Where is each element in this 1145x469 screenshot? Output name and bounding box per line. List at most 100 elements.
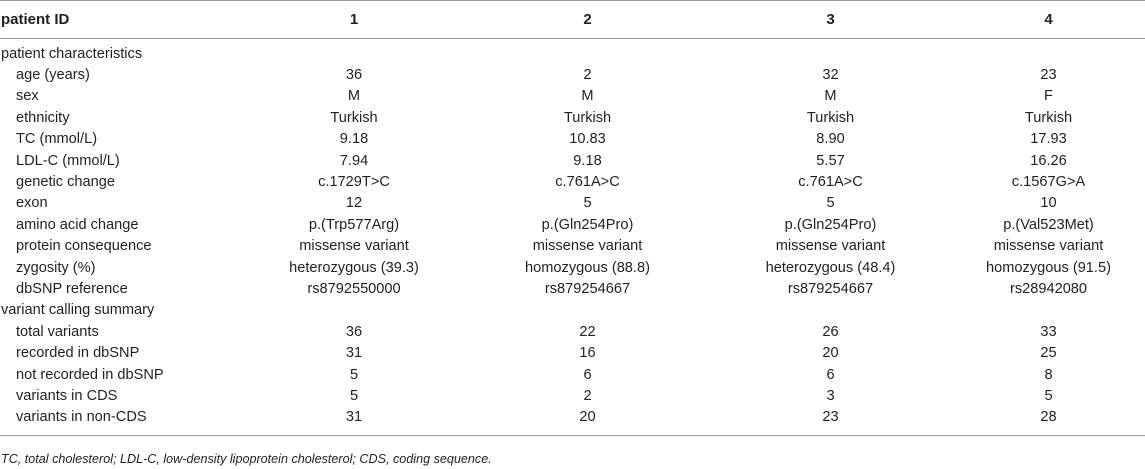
row-label: total variants xyxy=(16,323,99,340)
table-cell: c.761A>C xyxy=(555,174,620,191)
table-cell: heterozygous (39.3) xyxy=(289,259,419,276)
row-label: variants in non-CDS xyxy=(0,406,242,436)
table-cell: 5.57 xyxy=(816,152,845,169)
table-cell: 16.26 xyxy=(1030,152,1067,169)
table-cell: 36 xyxy=(345,67,363,84)
table-cell: 36 xyxy=(345,323,363,340)
table-cell: 2 xyxy=(583,387,592,404)
table-cell: Turkish xyxy=(806,109,855,126)
section-title: variant calling summary xyxy=(1,302,155,319)
row-label: sex xyxy=(16,88,39,105)
table-cell: heterozygous (48.4) xyxy=(765,259,896,276)
table-cell: 23 xyxy=(1040,67,1057,84)
row-label: protein consequence xyxy=(16,238,152,255)
table-cell: 9.18 xyxy=(573,152,602,169)
table-cell: M xyxy=(824,88,837,105)
table-cell: c.761A>C xyxy=(798,174,863,191)
table-row: TC (mmol/L) 9.18 10.83 8.90 17.93 xyxy=(0,129,1145,150)
table-cell: 2 xyxy=(583,67,592,84)
table-row: dbSNP reference rs8792550000 rs879254667… xyxy=(0,278,1145,299)
table-cell: rs28942080 xyxy=(1009,280,1088,297)
table-row: age (years) 36 2 32 23 xyxy=(0,64,1145,85)
table-cell: 12 xyxy=(345,195,363,212)
table-cell: 20 xyxy=(466,406,709,436)
table-cell: 10 xyxy=(1040,195,1057,212)
table-cell: 17.93 xyxy=(1030,131,1067,148)
table-cell: 23 xyxy=(709,406,952,436)
table-cell: 5 xyxy=(349,387,359,404)
row-label: ethnicity xyxy=(16,109,70,126)
table-cell: 26 xyxy=(822,323,839,340)
table-cell: 7.94 xyxy=(339,152,369,169)
table-row: not recorded in dbSNP 5 6 6 8 xyxy=(0,364,1145,385)
row-label: TC (mmol/L) xyxy=(16,131,98,148)
table-row: variants in non-CDS 31 20 23 28 xyxy=(0,406,1145,436)
table-row: exon 12 5 5 10 xyxy=(0,193,1145,214)
row-label: genetic change xyxy=(16,174,115,191)
row-label: not recorded in dbSNP xyxy=(16,366,164,383)
table-row: amino acid change p.(Trp577Arg) p.(Gln25… xyxy=(0,214,1145,235)
table-cell: p.(Gln254Pro) xyxy=(784,216,877,233)
table-cell: 28 xyxy=(952,406,1145,436)
table-cell: 31 xyxy=(345,345,363,362)
table-cell: 8 xyxy=(1044,366,1053,383)
table-cell: c.1567G>A xyxy=(1011,174,1086,191)
table-cell: missense variant xyxy=(775,238,886,255)
table-row: LDL-C (mmol/L) 7.94 9.18 5.57 16.26 xyxy=(0,150,1145,171)
row-label: amino acid change xyxy=(16,216,139,233)
row-label: dbSNP reference xyxy=(16,280,128,297)
table-cell: missense variant xyxy=(532,238,643,255)
table-row: genetic change c.1729T>C c.761A>C c.761A… xyxy=(0,171,1145,192)
header-cell-patient-id: patient ID xyxy=(0,0,242,39)
table-row: protein consequence missense variant mis… xyxy=(0,236,1145,257)
table-cell: p.(Val523Met) xyxy=(1003,216,1094,233)
row-label: zygosity (%) xyxy=(16,259,96,276)
table-cell: p.(Gln254Pro) xyxy=(541,216,634,233)
row-label: variants in CDS xyxy=(16,387,118,404)
table-cell: 5 xyxy=(1044,387,1053,404)
table-cell: Turkish xyxy=(330,109,378,126)
table-cell: c.1729T>C xyxy=(318,174,390,191)
table-cell: rs879254667 xyxy=(787,280,874,297)
table-row: ethnicity Turkish Turkish Turkish Turkis… xyxy=(0,107,1145,128)
header-cell-patient-2: 2 xyxy=(466,0,709,39)
header-cell-patient-4: 4 xyxy=(952,0,1145,39)
table-cell: 6 xyxy=(583,366,592,383)
row-label: LDL-C (mmol/L) xyxy=(16,152,120,169)
table-cell: 20 xyxy=(822,345,839,362)
table-cell: 31 xyxy=(242,406,466,436)
row-label: exon xyxy=(16,195,48,212)
table-cell: 10.83 xyxy=(569,131,606,148)
table-footnote: TC, total cholesterol; LDL-C, low-densit… xyxy=(1,452,492,466)
section-title: patient characteristics xyxy=(1,45,143,62)
row-label: age (years) xyxy=(16,67,90,84)
table-cell: Turkish xyxy=(1024,109,1073,126)
table-cell: 6 xyxy=(826,366,835,383)
table-cell: 5 xyxy=(583,195,592,212)
table-cell: 9.18 xyxy=(339,131,369,148)
section-row-patient-characteristics: patient characteristics xyxy=(0,43,1145,64)
table-cell: 5 xyxy=(826,195,835,212)
table-cell: homozygous (88.8) xyxy=(525,259,650,276)
header-cell-patient-3: 3 xyxy=(709,0,952,39)
table-cell: rs879254667 xyxy=(544,280,631,297)
table-cell: missense variant xyxy=(993,238,1104,255)
table-row: zygosity (%) heterozygous (39.3) homozyg… xyxy=(0,257,1145,278)
table-cell: 22 xyxy=(579,323,596,340)
table-cell: rs8792550000 xyxy=(307,280,401,297)
table-cell: 8.90 xyxy=(816,131,845,148)
row-label: recorded in dbSNP xyxy=(16,345,140,362)
section-row-variant-calling-summary: variant calling summary xyxy=(0,300,1145,321)
table-row: recorded in dbSNP 31 16 20 25 xyxy=(0,342,1145,363)
table-cell: 16 xyxy=(579,345,596,362)
table-row: total variants 36 22 26 33 xyxy=(0,321,1145,342)
table-body: patient characteristics age (years) 36 2… xyxy=(0,39,1145,436)
table-cell: M xyxy=(347,88,361,105)
table-cell: 25 xyxy=(1040,345,1057,362)
table-row: sex M M M F xyxy=(0,86,1145,107)
table-cell: Turkish xyxy=(563,109,612,126)
table-cell: p.(Trp577Arg) xyxy=(308,216,400,233)
table-cell: 33 xyxy=(1040,323,1057,340)
table-cell: 32 xyxy=(822,67,839,84)
